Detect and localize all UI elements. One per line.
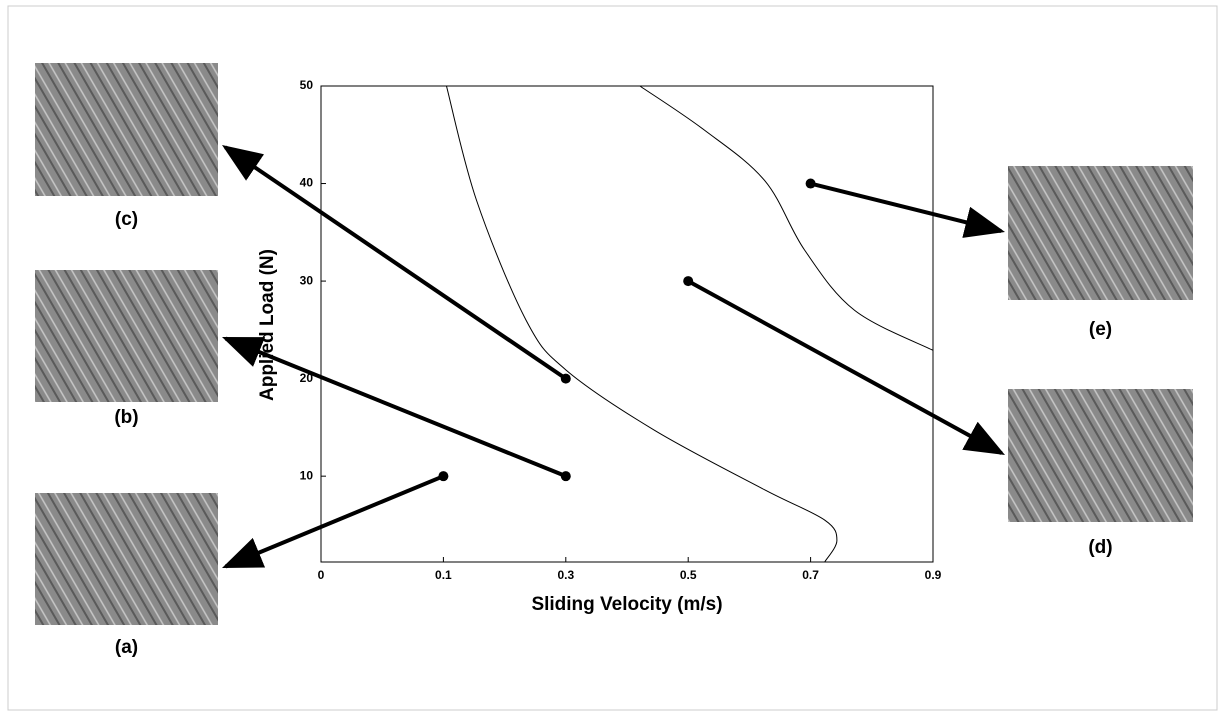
y-tick-label: 30 <box>300 273 314 287</box>
panel-label: (d) <box>1088 537 1112 558</box>
sem-image <box>35 63 218 196</box>
sem-image <box>35 493 218 625</box>
x-tick-label: 0 <box>318 568 325 582</box>
y-tick-label: 40 <box>300 176 314 190</box>
sem-image <box>1008 389 1193 522</box>
sem-image <box>35 270 218 402</box>
plot-frame <box>320 85 934 563</box>
y-axis-title: Applied Load (N) <box>257 249 278 401</box>
panel-label: (e) <box>1089 319 1112 340</box>
data-point <box>805 178 816 189</box>
data-point <box>438 471 449 482</box>
arrow <box>222 336 567 479</box>
sem-image <box>1008 166 1193 300</box>
arrow <box>687 279 1006 456</box>
arrow <box>810 181 1006 238</box>
x-tick-label: 0.5 <box>680 568 697 582</box>
x-tick-label: 0.9 <box>925 568 942 582</box>
boundary-line <box>639 85 934 351</box>
panel-label: (c) <box>115 209 138 230</box>
panel-label: (a) <box>115 637 138 658</box>
x-tick-label: 0.3 <box>557 568 574 582</box>
x-axis-title: Sliding Velocity (m/s) <box>531 594 722 615</box>
y-tick-label: 10 <box>300 468 314 482</box>
panel-label: (b) <box>114 407 138 428</box>
frame <box>7 5 1218 711</box>
arrow <box>221 145 567 381</box>
data-point <box>683 276 694 287</box>
data-point <box>560 471 571 482</box>
arrow <box>221 474 445 569</box>
x-tick-label: 0.1 <box>435 568 452 582</box>
x-tick-label: 0.7 <box>802 568 819 582</box>
data-point <box>560 373 571 384</box>
boundary-line <box>445 85 838 563</box>
y-tick-label: 50 <box>300 78 314 92</box>
